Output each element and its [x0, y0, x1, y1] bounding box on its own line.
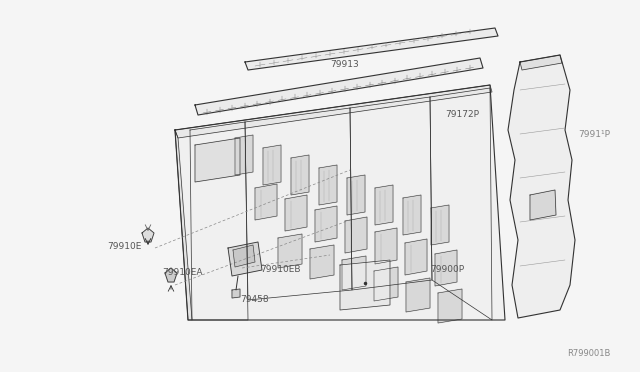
Polygon shape	[315, 206, 337, 242]
Text: 7991¹P: 7991¹P	[578, 130, 610, 139]
Polygon shape	[319, 165, 337, 205]
Polygon shape	[165, 268, 177, 282]
Polygon shape	[342, 256, 366, 290]
Polygon shape	[530, 190, 556, 220]
Polygon shape	[245, 28, 498, 70]
Polygon shape	[508, 55, 575, 318]
Text: R799001B: R799001B	[566, 349, 610, 358]
Polygon shape	[405, 239, 427, 275]
Polygon shape	[175, 85, 492, 138]
Polygon shape	[142, 228, 154, 242]
Polygon shape	[345, 217, 367, 253]
Polygon shape	[291, 155, 309, 195]
Polygon shape	[175, 130, 192, 320]
Polygon shape	[228, 242, 262, 276]
Polygon shape	[374, 267, 398, 301]
Text: 79913: 79913	[330, 60, 359, 69]
Polygon shape	[278, 234, 302, 268]
Polygon shape	[263, 145, 281, 185]
Polygon shape	[347, 175, 365, 215]
Polygon shape	[375, 228, 397, 264]
Polygon shape	[232, 289, 240, 298]
Polygon shape	[233, 245, 255, 267]
Polygon shape	[375, 185, 393, 225]
Text: 79458: 79458	[240, 295, 269, 304]
Polygon shape	[195, 58, 483, 115]
Polygon shape	[435, 250, 457, 286]
Polygon shape	[403, 195, 421, 235]
Polygon shape	[431, 205, 449, 245]
Polygon shape	[235, 135, 253, 175]
Text: 79910EB: 79910EB	[260, 265, 301, 274]
Polygon shape	[195, 138, 240, 182]
Polygon shape	[406, 278, 430, 312]
Text: 79172P: 79172P	[445, 110, 479, 119]
Polygon shape	[255, 184, 277, 220]
Polygon shape	[285, 195, 307, 231]
Text: 79910E: 79910E	[107, 242, 141, 251]
Polygon shape	[520, 55, 562, 70]
Text: 79900P: 79900P	[430, 265, 464, 274]
Polygon shape	[340, 260, 390, 310]
Polygon shape	[175, 85, 505, 320]
Text: 79910EA: 79910EA	[162, 268, 202, 277]
Polygon shape	[438, 289, 462, 323]
Polygon shape	[310, 245, 334, 279]
